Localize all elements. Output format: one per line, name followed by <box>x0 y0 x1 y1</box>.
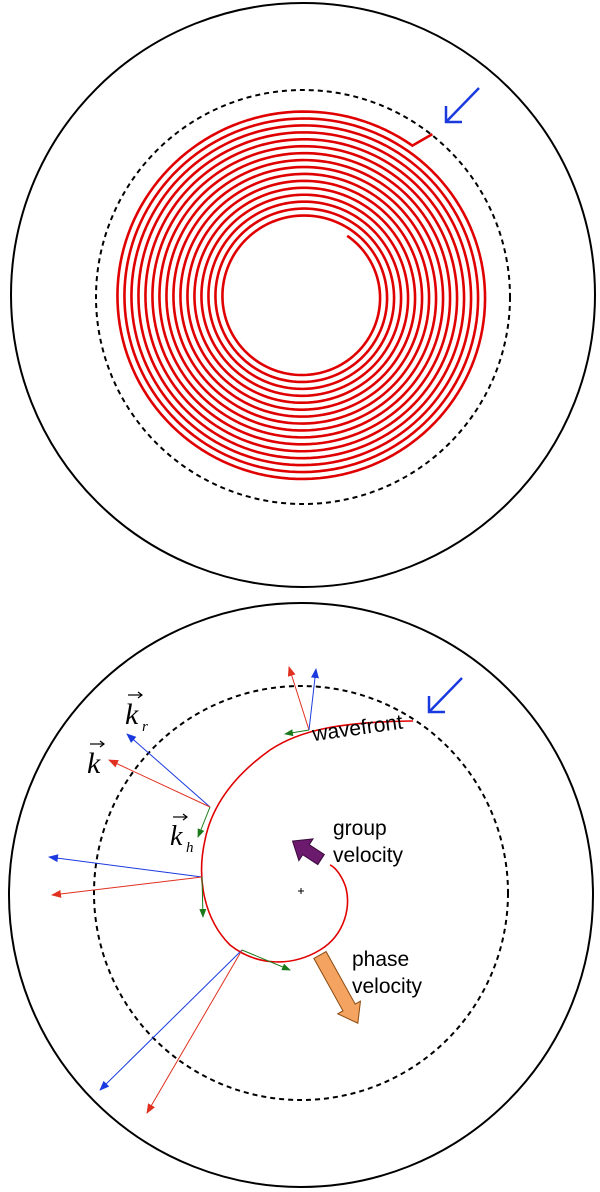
k-vector <box>108 759 211 808</box>
phase-velocity-arrow-icon <box>313 950 362 1024</box>
top-inward-arrow-icon <box>444 87 480 124</box>
top-dashed-circle <box>95 89 511 505</box>
svg-text:k: k <box>125 698 139 731</box>
bottom-outer-circle <box>8 602 594 1188</box>
kr-vector <box>99 949 243 1091</box>
label-phase: phase <box>352 948 409 971</box>
group-velocity-arrow-icon <box>291 838 326 866</box>
vectors-top-point <box>284 666 319 737</box>
kr-vector <box>126 733 211 808</box>
k-vector <box>146 949 243 1114</box>
center-marker <box>298 888 304 894</box>
bottom-inward-arrow-icon <box>427 677 463 714</box>
kh-vector <box>199 876 207 918</box>
label-group-velocity: velocity <box>333 844 404 867</box>
svg-text:h: h <box>186 840 194 856</box>
svg-text:k: k <box>87 747 101 780</box>
svg-text:r: r <box>142 719 148 735</box>
label-wavefront: wavefront <box>310 711 405 747</box>
label-k: k <box>87 740 105 780</box>
vector-arrow-icon <box>90 740 105 748</box>
label-phase-velocity: velocity <box>352 975 423 998</box>
svg-text:k: k <box>170 821 183 852</box>
label-kh: k h <box>170 813 194 856</box>
top-outer-circle <box>10 2 596 588</box>
top-panel <box>10 2 596 588</box>
label-group: group <box>333 817 387 840</box>
label-kr: k r <box>125 691 148 735</box>
bottom-dashed-circle <box>93 685 509 1101</box>
k-vector <box>51 876 203 898</box>
vector-arrow-icon <box>128 691 143 699</box>
kr-vector <box>308 668 319 731</box>
k-vector <box>287 666 310 731</box>
kh-vector <box>241 949 291 971</box>
vectors-bottom-point <box>99 949 291 1114</box>
wavefront-curve <box>200 720 414 963</box>
kr-vector <box>48 854 203 878</box>
vectors-left-point <box>48 854 207 918</box>
top-spiral-wave <box>116 110 487 481</box>
vector-arrow-icon <box>173 813 188 821</box>
kh-vector <box>284 729 310 737</box>
kh-vector <box>197 806 211 838</box>
bottom-panel: k r k k h wavefront group velocity p <box>8 602 594 1188</box>
vectors-upper-left-point <box>108 733 211 838</box>
